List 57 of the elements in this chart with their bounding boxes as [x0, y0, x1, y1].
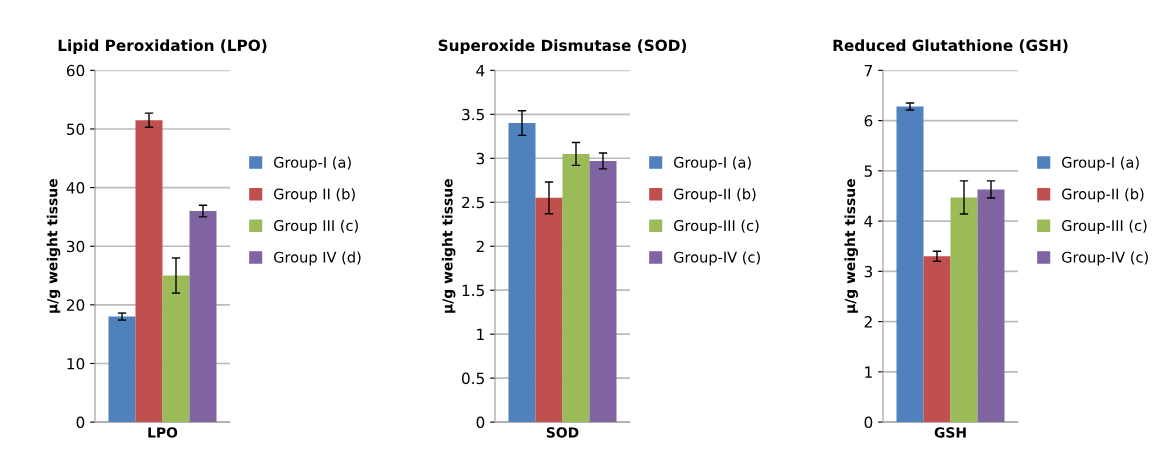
legend-label: Group-II (b) [1062, 188, 1144, 203]
y-tick-label: 2 [476, 240, 484, 253]
bar [896, 106, 924, 423]
y-axis-title: µ/g weight tissue [46, 179, 61, 313]
y-tick-label: 0 [476, 416, 485, 429]
x-tick-label: SOD [546, 427, 579, 438]
legend-label: Group-I (a) [274, 156, 351, 171]
y-tick-label: 50 [67, 123, 85, 135]
bar [135, 120, 163, 423]
bar [508, 123, 536, 423]
chart-title: Superoxide Dismutase (SOD) [438, 39, 687, 55]
y-tick-label: 0.5 [461, 372, 484, 385]
y-tick-label: 2.5 [462, 196, 484, 209]
y-tick-label: 0 [76, 416, 85, 429]
bar [950, 197, 978, 423]
y-tick-label: 1 [477, 328, 484, 340]
y-tick-label: 3.5 [462, 108, 484, 121]
y-tick-label: 40 [66, 182, 85, 194]
y-tick-label: 3 [476, 152, 485, 165]
bar [189, 211, 217, 423]
legend-label: Group-I (a) [674, 156, 751, 171]
bar [977, 189, 1005, 423]
legend-label: Group-IV (c) [1062, 251, 1148, 266]
chart-title: Lipid Peroxidation (LPO) [58, 39, 267, 55]
x-tick-label: LPO [148, 427, 178, 438]
bar [162, 275, 190, 423]
y-tick-label: 60 [66, 64, 85, 77]
legend-label: Group IV (d) [274, 251, 361, 266]
y-tick-label: 1 [865, 366, 872, 378]
legend-label: Group-III (c) [1062, 219, 1147, 234]
legend-label: Group-III (c) [674, 219, 759, 234]
y-tick-label: 7 [864, 65, 872, 77]
bar [589, 160, 617, 423]
chart-title: Reduced Glutathione (GSH) [833, 39, 1068, 53]
y-tick-label: 5 [864, 165, 872, 177]
bar [923, 256, 951, 423]
y-axis-title: µ/g weight tissue [441, 179, 456, 313]
legend-label: Group II (b) [274, 188, 355, 203]
y-tick-label: 1.5 [462, 284, 484, 297]
y-tick-label: 4 [864, 215, 873, 227]
y-tick-label: 3 [864, 265, 873, 278]
legend-label: Group-II (b) [674, 188, 756, 203]
bar [108, 316, 136, 423]
y-tick-label: 30 [67, 240, 85, 253]
legend-label: Group-IV (c) [674, 251, 760, 266]
y-axis-title: µ/g weight tissue [844, 179, 858, 313]
y-tick-label: 10 [67, 357, 85, 370]
y-tick-label: 20 [66, 299, 85, 311]
y-tick-label: 0 [864, 416, 873, 429]
bar [535, 197, 563, 423]
x-tick-label: GSH [934, 427, 966, 438]
y-tick-label: 6 [864, 115, 873, 127]
legend-label: Group-I (a) [1062, 156, 1139, 171]
y-tick-label: 4 [476, 65, 485, 77]
y-tick-label: 2 [864, 316, 872, 328]
legend-label: Group III (c) [274, 219, 358, 234]
bar [562, 153, 590, 423]
